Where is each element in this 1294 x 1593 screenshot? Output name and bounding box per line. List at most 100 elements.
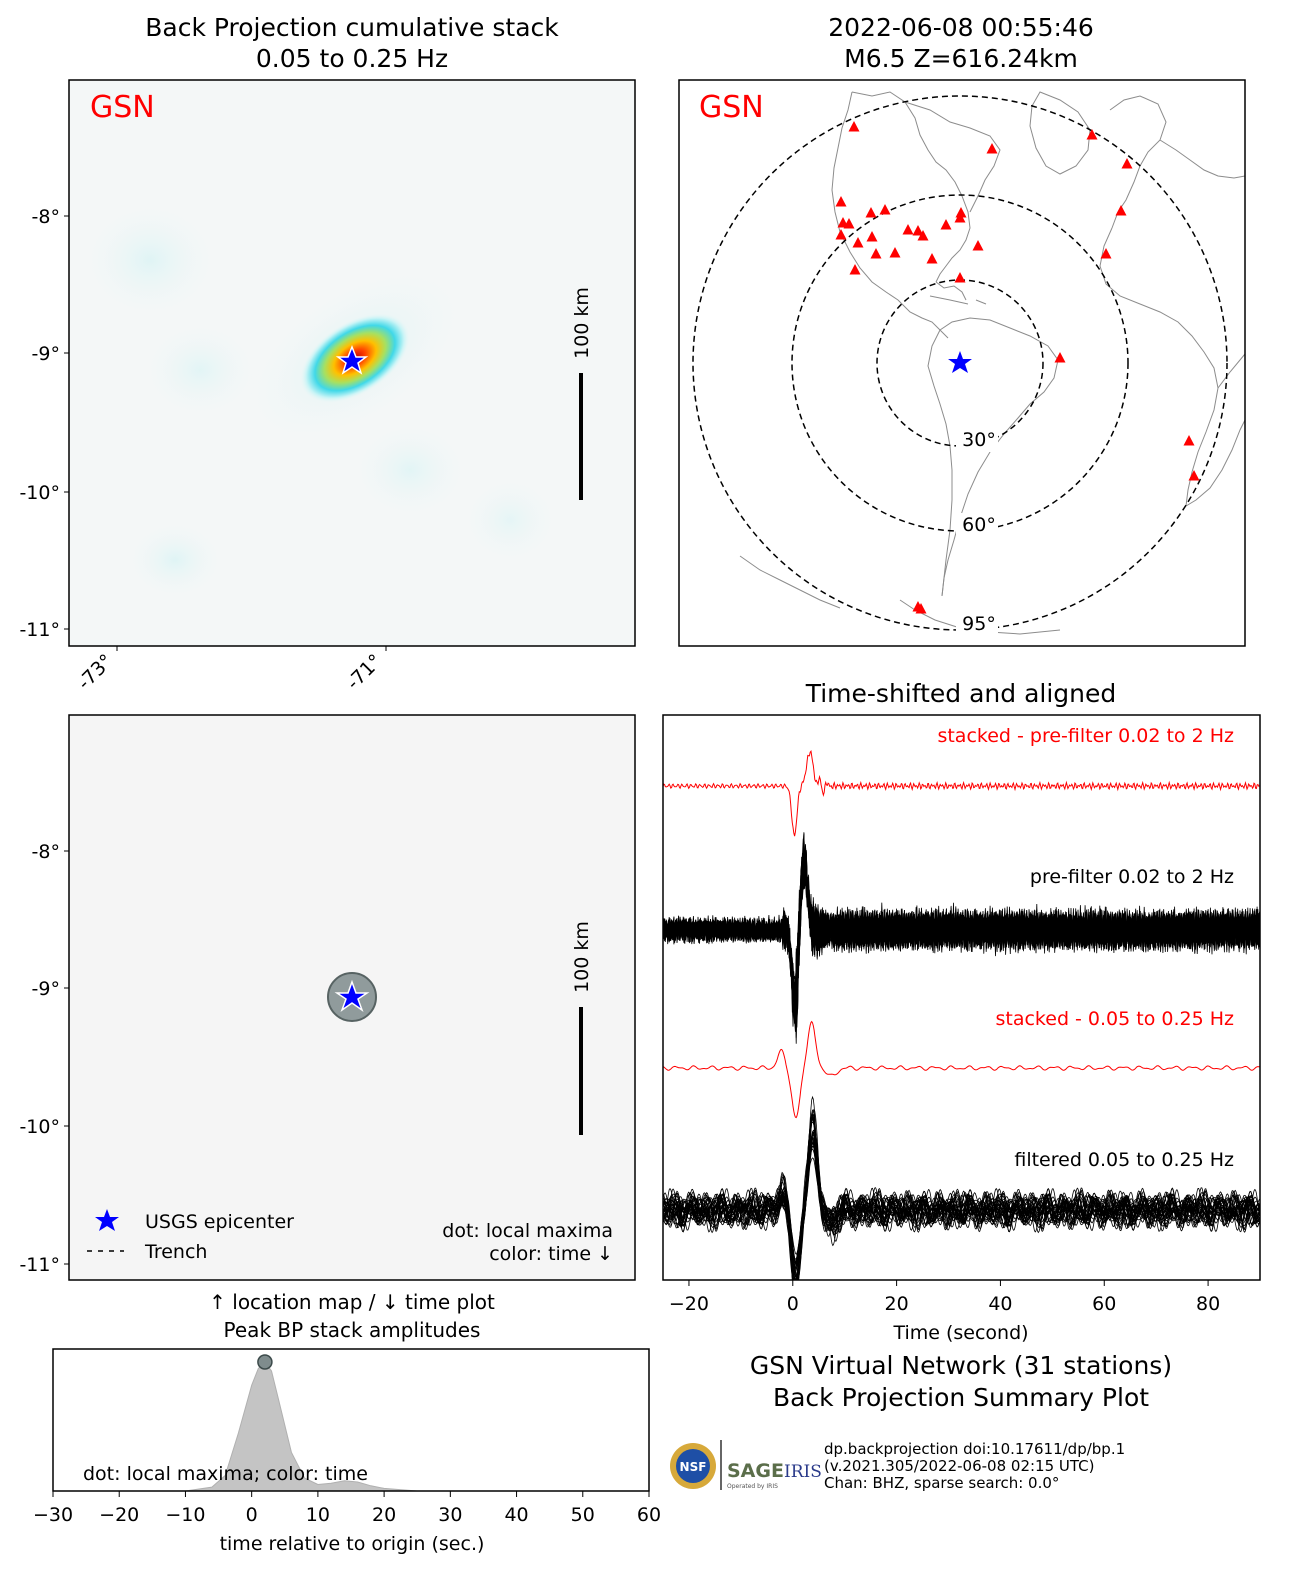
bp-xtick: -73° (73, 650, 117, 694)
station-triangle-icon (870, 248, 882, 259)
location-ytick: -11° (19, 1254, 60, 1276)
time-note: dot: local maxima; color: time (83, 1463, 368, 1485)
label-stacked-broadband: stacked - pre-filter 0.02 to 2 Hz (937, 725, 1234, 747)
station-triangle-icon (1100, 248, 1112, 259)
station-triangle-icon (1188, 470, 1200, 481)
trace-stacked-band (663, 1020, 1260, 1119)
station-triangle-icon (1183, 435, 1195, 446)
trace-prefilter (663, 844, 1260, 1025)
trace-filtered (663, 1143, 1260, 1270)
location-ytick: -8° (32, 841, 60, 863)
bp-frame (68, 79, 636, 647)
time-panel (53, 1349, 649, 1491)
location-note-line2: color: time ↓ (489, 1243, 613, 1265)
footer-title-line1: GSN Virtual Network (31 stations) (750, 1351, 1172, 1380)
station-triangle-icon (848, 121, 860, 132)
label-stacked-band: stacked - 0.05 to 0.25 Hz (995, 1008, 1234, 1030)
time-tick-label: 10 (306, 1504, 330, 1526)
trace-filtered (663, 1109, 1260, 1276)
station-triangle-icon (1115, 205, 1127, 216)
sage-logo: SAGE (727, 1460, 784, 1482)
location-caption-line2: Peak BP stack amplitudes (224, 1318, 481, 1342)
station-triangle-icon (972, 240, 984, 251)
station-triangle-icon (1086, 129, 1098, 140)
station-triangle-icon (865, 207, 877, 218)
footer-info-line1: dp.backprojection doi:10.17611/dp/bp.1 (824, 1440, 1125, 1458)
station-triangle-icon (849, 264, 861, 275)
peak-amplitude-area (53, 1361, 649, 1491)
legend-trench-label: Trench (144, 1241, 207, 1263)
map-title-line2: M6.5 Z=616.24km (844, 44, 1078, 73)
waveform-tick-label: 40 (988, 1293, 1012, 1315)
location-caption-line1: ↑ location map / ↓ time plot (209, 1290, 495, 1314)
location-note-line1: dot: local maxima (442, 1220, 613, 1242)
ring-label: 95° (962, 613, 996, 635)
footer-info-line2: (v.2021.305/2022-06-08 02:15 UTC) (824, 1457, 1094, 1475)
map-frame (678, 79, 1246, 647)
time-maximum-dot (257, 1354, 273, 1370)
bp-ytick: -8° (32, 206, 60, 228)
bp-title-line1: Back Projection cumulative stack (145, 13, 559, 42)
map-epicenter-star (948, 351, 972, 373)
trace-filtered (663, 1113, 1260, 1280)
time-tick-label: −20 (99, 1504, 139, 1526)
legend-star-icon (95, 1209, 119, 1231)
trace-filtered (663, 1131, 1260, 1280)
time-xlabel: time relative to origin (sec.) (220, 1533, 485, 1555)
sage-logo-sub: Operated by IRIS (727, 1483, 778, 1490)
station-triangle-icon (1121, 158, 1133, 169)
trace-filtered (663, 1114, 1260, 1280)
trace-stacked-broadband (663, 749, 1260, 837)
location-ytick: -9° (32, 978, 60, 1000)
time-tick-label: 60 (637, 1504, 661, 1526)
waveform-tick-label: 80 (1196, 1293, 1220, 1315)
station-triangle-icon (835, 229, 847, 240)
waveform-panel (663, 715, 1260, 1280)
station-triangle-icon (843, 218, 855, 229)
station-triangle-icon (926, 253, 938, 264)
location-legend: USGS epicenter Trench (87, 1209, 294, 1263)
bp-x-ticks: -73° -71° (73, 646, 387, 694)
bp-ytick: -11° (19, 619, 60, 641)
trace-prefilter (663, 855, 1260, 1009)
bp-xtick: -71° (342, 650, 386, 694)
trace-filtered (663, 1117, 1260, 1280)
waveform-x-ticks: −20 0 20 40 60 80 (669, 1280, 1220, 1315)
station-triangle-icon (889, 247, 901, 258)
nsf-logo-text: NSF (680, 1460, 707, 1474)
waveform-tick-label: 60 (1092, 1293, 1116, 1315)
time-tick-label: 50 (571, 1504, 595, 1526)
time-tick-label: −10 (165, 1504, 205, 1526)
nsf-logo: NSF (670, 1443, 716, 1489)
waveform-title: Time-shifted and aligned (805, 679, 1117, 708)
station-triangle-icon (915, 603, 927, 614)
waveform-tick-label: −20 (669, 1293, 709, 1315)
station-triangle-icon (912, 225, 924, 236)
label-filtered: filtered 0.05 to 0.25 Hz (1014, 1149, 1234, 1171)
time-tick-label: 40 (504, 1504, 528, 1526)
footer-title-line2: Back Projection Summary Plot (773, 1383, 1149, 1412)
coastlines (739, 91, 1245, 635)
station-triangle-icon (986, 143, 998, 154)
bp-epicenter-star (335, 344, 369, 375)
station-triangle-icon (902, 224, 914, 235)
bp-ytick: -9° (32, 343, 60, 365)
time-tick-label: 0 (246, 1504, 258, 1526)
location-scale-label: 100 km (571, 921, 593, 993)
location-ytick: -10° (19, 1116, 60, 1138)
station-triangle-icon (940, 219, 952, 230)
label-prefilter: pre-filter 0.02 to 2 Hz (1030, 866, 1234, 888)
time-tick-label: −30 (33, 1504, 73, 1526)
bp-network-label: GSN (90, 90, 155, 125)
station-triangle-icon (879, 204, 891, 215)
map-network-label: GSN (699, 90, 764, 125)
bp-ytick: -10° (19, 482, 60, 504)
iris-logo: IRIS (784, 1462, 822, 1482)
bp-scale-label: 100 km (571, 287, 593, 359)
time-tick-label: 20 (372, 1504, 396, 1526)
bp-y-ticks: -8° -9° -10° -11° (19, 206, 69, 641)
waveform-traces (663, 749, 1260, 1280)
station-markers (835, 121, 1200, 614)
station-map: 30° 60° 95° (679, 80, 1245, 646)
